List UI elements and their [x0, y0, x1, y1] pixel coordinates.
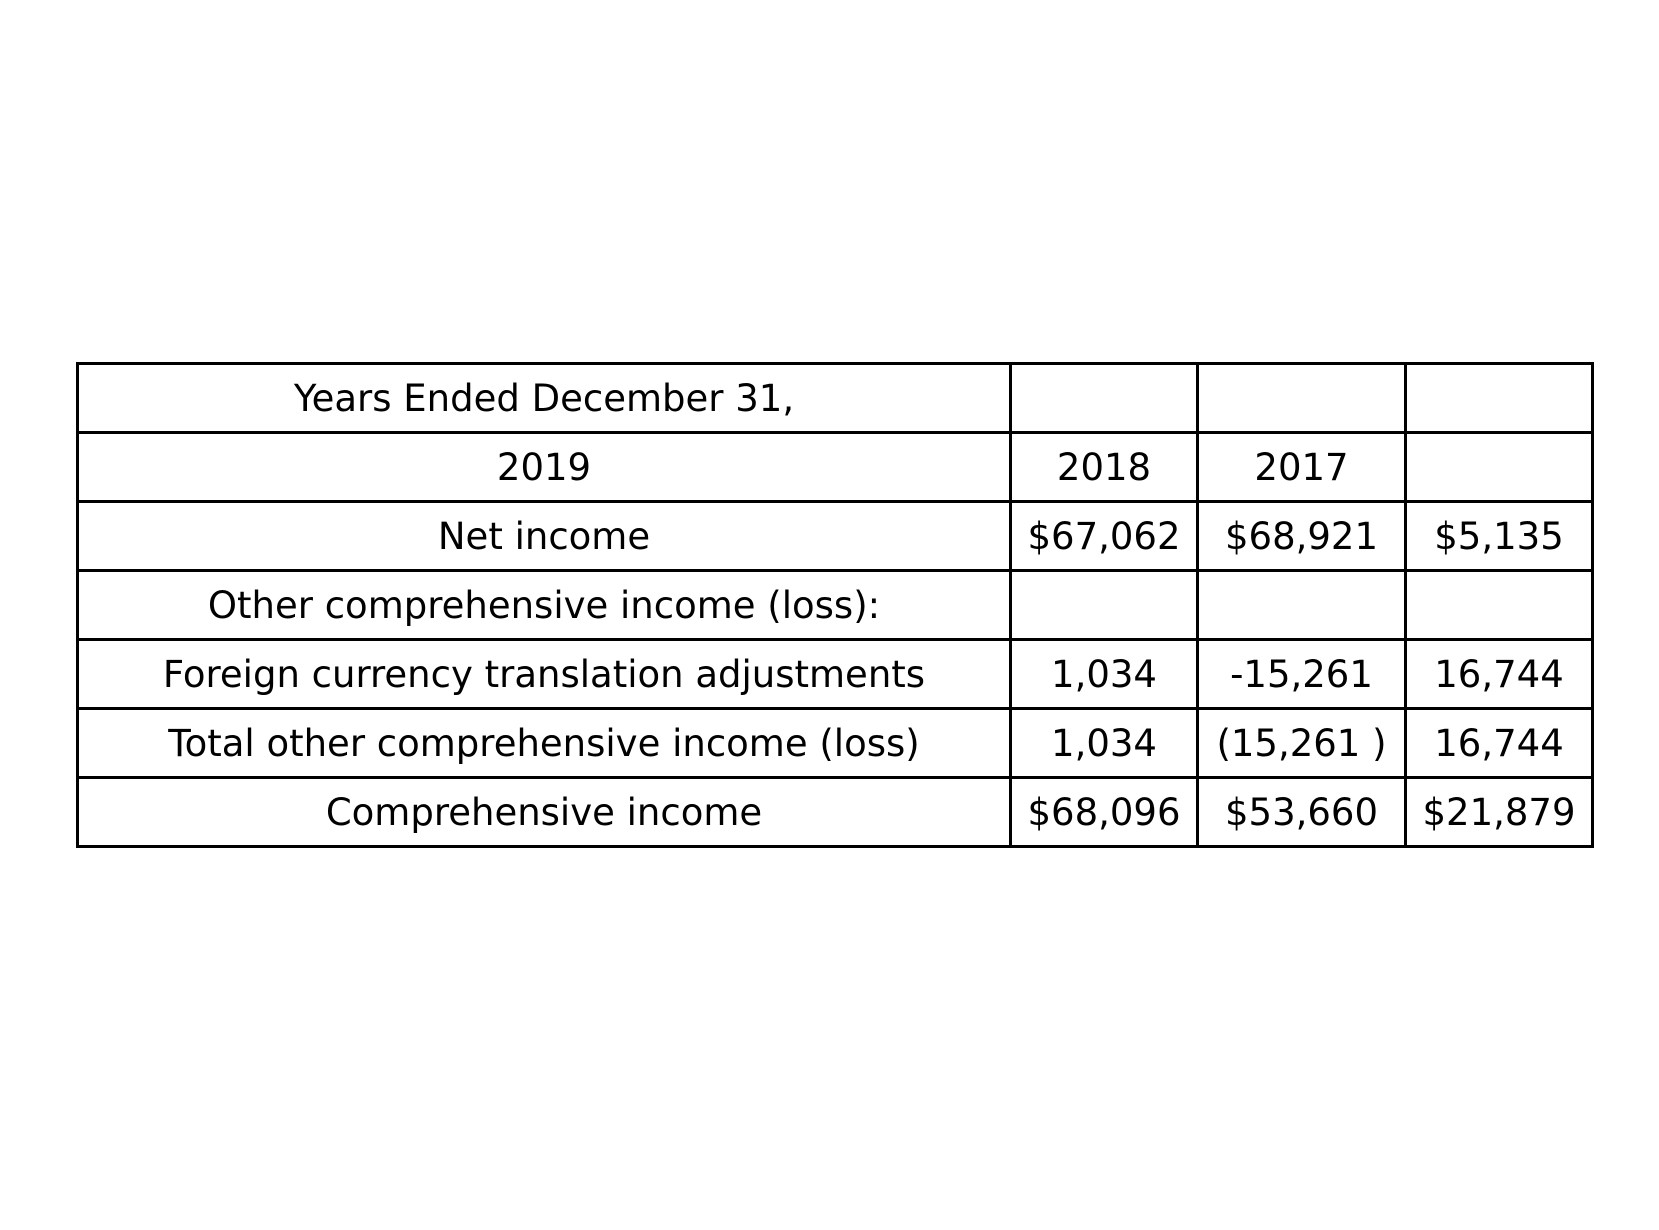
table-cell-label: 2019: [76, 431, 1012, 503]
table-cell-label: Foreign currency translation adjustments: [76, 638, 1012, 710]
table-cell: 16,744: [1404, 707, 1594, 779]
table-cell: $67,062: [1009, 500, 1199, 572]
table-cell: [1196, 362, 1407, 434]
table-cell: $68,921: [1196, 500, 1407, 572]
table-cell: $21,879: [1404, 776, 1594, 848]
table-row: Comprehensive income $68,096 $53,660 $21…: [76, 776, 1594, 848]
financial-table-container: Years Ended December 31, 2019 2018 2017 …: [76, 362, 1594, 848]
table-cell: [1009, 569, 1199, 641]
table-cell-label: Years Ended December 31,: [76, 362, 1012, 434]
table-cell: [1404, 569, 1594, 641]
table-cell: $68,096: [1009, 776, 1199, 848]
table-row: Total other comprehensive income (loss) …: [76, 707, 1594, 779]
table-row: Years Ended December 31,: [76, 362, 1594, 434]
table-cell: [1404, 362, 1594, 434]
table-cell-label: Total other comprehensive income (loss): [76, 707, 1012, 779]
table-row: 2019 2018 2017: [76, 431, 1594, 503]
table-cell: 2018: [1009, 431, 1199, 503]
table-cell: [1009, 362, 1199, 434]
table-row: Other comprehensive income (loss):: [76, 569, 1594, 641]
table-cell: $53,660: [1196, 776, 1407, 848]
table-row: Foreign currency translation adjustments…: [76, 638, 1594, 710]
table-cell-label: Net income: [76, 500, 1012, 572]
table-cell-label: Other comprehensive income (loss):: [76, 569, 1012, 641]
table-cell: [1196, 569, 1407, 641]
table-cell: $5,135: [1404, 500, 1594, 572]
table-cell: 16,744: [1404, 638, 1594, 710]
table-row: Net income $67,062 $68,921 $5,135: [76, 500, 1594, 572]
table-cell: (15,261 ): [1196, 707, 1407, 779]
table-cell: 1,034: [1009, 707, 1199, 779]
table-cell-label: Comprehensive income: [76, 776, 1012, 848]
table-cell: [1404, 431, 1594, 503]
table-cell: 1,034: [1009, 638, 1199, 710]
table-cell: 2017: [1196, 431, 1407, 503]
table-cell: -15,261: [1196, 638, 1407, 710]
comprehensive-income-table: Years Ended December 31, 2019 2018 2017 …: [76, 362, 1594, 848]
